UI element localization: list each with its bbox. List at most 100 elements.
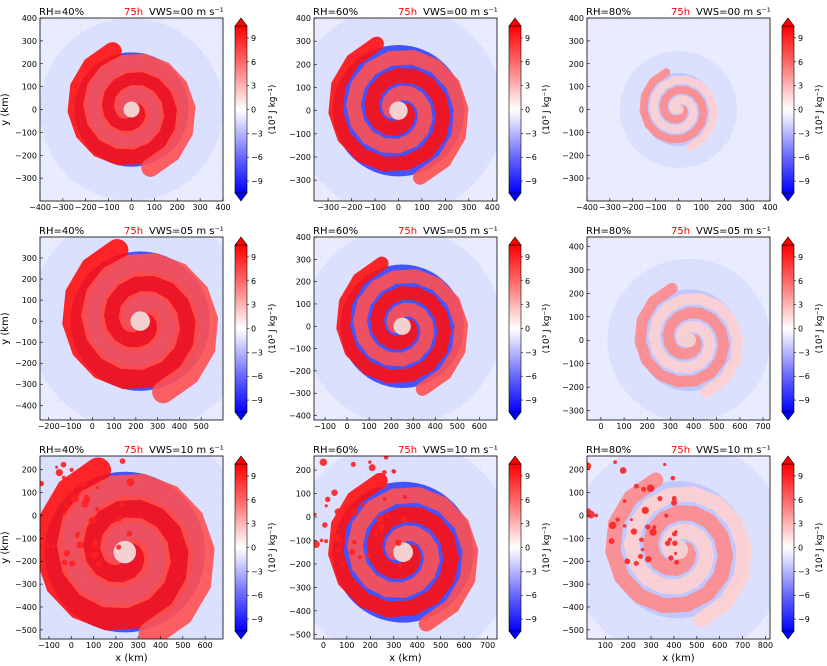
axes-frame bbox=[39, 236, 224, 421]
colorbar-tick-label: 9 bbox=[525, 472, 530, 481]
axes-frame bbox=[313, 17, 498, 202]
vws-label: VWS=05 m s⁻¹ bbox=[696, 226, 771, 237]
colorbar-tick-label: −3 bbox=[525, 348, 537, 357]
y-tick-label: −200 bbox=[15, 359, 37, 368]
colorbar-tick-label: −3 bbox=[251, 129, 263, 138]
x-tick-label: −400 bbox=[576, 203, 598, 212]
colorbar-tick-label: −9 bbox=[798, 615, 810, 624]
y-tick-label: 300 bbox=[569, 37, 584, 46]
colorbar: 9 6 3 0 −3 −6 −9 (10³ J kg⁻¹) bbox=[781, 455, 825, 640]
colorbar-tick-label: −6 bbox=[525, 153, 537, 162]
colorbar-label: (10³ J kg⁻¹) bbox=[815, 85, 825, 135]
colorbar-tick-label: −3 bbox=[798, 348, 810, 357]
colorbar: 9 6 3 0 −3 −6 −9 (10³ J kg⁻¹) bbox=[234, 17, 278, 202]
y-tick-label: −200 bbox=[562, 383, 584, 392]
x-tick-label: 200 bbox=[438, 203, 453, 212]
x-tick-label: 100 bbox=[361, 422, 376, 431]
x-tick-label: 0 bbox=[676, 203, 681, 212]
x-tick-label: 100 bbox=[86, 641, 101, 650]
y-tick-label: 0 bbox=[579, 336, 584, 345]
x-tick-label: 0 bbox=[90, 422, 95, 431]
x-tick-label: 200 bbox=[170, 203, 185, 212]
colorbar-tick-label: −3 bbox=[525, 129, 537, 138]
x-tick-label: 200 bbox=[717, 203, 732, 212]
x-tick-label: 400 bbox=[666, 641, 681, 650]
colorbar-tick-label: 6 bbox=[251, 277, 256, 286]
y-tick-label: −100 bbox=[15, 534, 37, 543]
y-axis-label: y (km) bbox=[0, 312, 11, 345]
y-tick-label: −100 bbox=[289, 536, 311, 545]
x-tick-label: −300 bbox=[52, 203, 74, 212]
x-tick-label: 100 bbox=[616, 422, 631, 431]
x-tick-label: 300 bbox=[406, 422, 421, 431]
colorbar-tick-label: 9 bbox=[251, 472, 256, 481]
y-tick-label: 300 bbox=[296, 37, 311, 46]
x-tick-label: 200 bbox=[363, 641, 378, 650]
heatmap-field bbox=[314, 237, 497, 420]
heatmap-field bbox=[587, 456, 770, 639]
y-tick-label: −200 bbox=[15, 151, 37, 160]
rh-label: RH=40% bbox=[39, 445, 84, 456]
y-tick-label: 100 bbox=[569, 489, 584, 498]
x-tick-label: 100 bbox=[598, 641, 613, 650]
heatmap-field bbox=[40, 456, 223, 639]
y-tick-label: 300 bbox=[22, 37, 37, 46]
y-tick-label: −100 bbox=[15, 128, 37, 137]
panel-7: −100 0 100 200 300 400 500 600−500−400−300−200−… bbox=[0, 445, 278, 664]
time-label: 75h bbox=[124, 226, 143, 237]
colorbar-tick-label: 3 bbox=[251, 520, 256, 529]
colorbar-tick-label: −6 bbox=[525, 372, 537, 381]
colorbar-tick-label: 9 bbox=[525, 253, 530, 262]
colorbar-tick-label: −3 bbox=[525, 567, 537, 576]
colorbar-tick-label: 3 bbox=[251, 82, 256, 91]
colorbar-tick-label: 0 bbox=[798, 544, 803, 553]
colorbar-tick-label: 9 bbox=[798, 253, 803, 262]
y-tick-label: −400 bbox=[562, 603, 584, 612]
y-tick-label: −200 bbox=[15, 557, 37, 566]
rh-label: RH=60% bbox=[313, 7, 358, 18]
x-tick-label: 500 bbox=[194, 422, 209, 431]
y-tick-label: −300 bbox=[15, 380, 37, 389]
y-tick-label: −300 bbox=[289, 176, 311, 185]
rh-label: RH=80% bbox=[586, 226, 631, 237]
panel-8: 0 100 200 300 400 500 600 700−500−400−300−200−1… bbox=[289, 445, 552, 664]
colorbar-tick-label: 0 bbox=[251, 106, 256, 115]
y-tick-label: 300 bbox=[569, 266, 584, 275]
y-tick-label: 100 bbox=[569, 313, 584, 322]
colorbar: 9 6 3 0 −3 −6 −9 (10³ J kg⁻¹) bbox=[234, 455, 278, 640]
x-tick-label: 300 bbox=[150, 422, 165, 431]
x-tick-label: −100 bbox=[60, 422, 82, 431]
panel-6: 0 100 200 300 400 500 600 700 −300 −200 −100 0 100 20… bbox=[562, 226, 825, 431]
y-tick-label: −300 bbox=[289, 389, 311, 398]
y-tick-label: −400 bbox=[289, 412, 311, 421]
colorbar-tick-label: −6 bbox=[798, 153, 810, 162]
colorbar-tick-label: 6 bbox=[798, 58, 803, 67]
x-tick-label: 500 bbox=[175, 641, 190, 650]
colorbar-tick-label: 6 bbox=[525, 496, 530, 505]
colorbar-tick-label: 0 bbox=[798, 106, 803, 115]
x-tick-label: 600 bbox=[472, 422, 487, 431]
colorbar-tick-label: 0 bbox=[525, 325, 530, 334]
heatmap-field bbox=[314, 456, 497, 639]
axes-frame bbox=[313, 236, 498, 421]
y-tick-label: 200 bbox=[22, 466, 37, 475]
x-tick-label: −200 bbox=[341, 203, 363, 212]
x-tick-label: 300 bbox=[739, 203, 754, 212]
colorbar-tick-label: −9 bbox=[251, 396, 263, 405]
vws-label: VWS=00 m s⁻¹ bbox=[696, 7, 771, 18]
x-tick-label: 400 bbox=[153, 641, 168, 650]
x-tick-label: 500 bbox=[433, 641, 448, 650]
x-tick-label: 0 bbox=[129, 203, 134, 212]
y-tick-label: 100 bbox=[296, 490, 311, 499]
vws-label: VWS=10 m s⁻¹ bbox=[696, 445, 771, 456]
x-tick-label: 400 bbox=[172, 422, 187, 431]
x-tick-label: −300 bbox=[599, 203, 621, 212]
colorbar-tick-label: 6 bbox=[525, 58, 530, 67]
y-tick-label: −200 bbox=[562, 151, 584, 160]
colorbar: 9 6 3 0 −3 −6 −9 (10³ J kg⁻¹) bbox=[508, 236, 552, 421]
y-tick-label: 300 bbox=[296, 255, 311, 264]
colorbar-tick-label: −9 bbox=[251, 615, 263, 624]
y-tick-label: 200 bbox=[22, 275, 37, 284]
vws-label: VWS=05 m s⁻¹ bbox=[149, 226, 224, 237]
x-tick-label: 800 bbox=[758, 641, 773, 650]
